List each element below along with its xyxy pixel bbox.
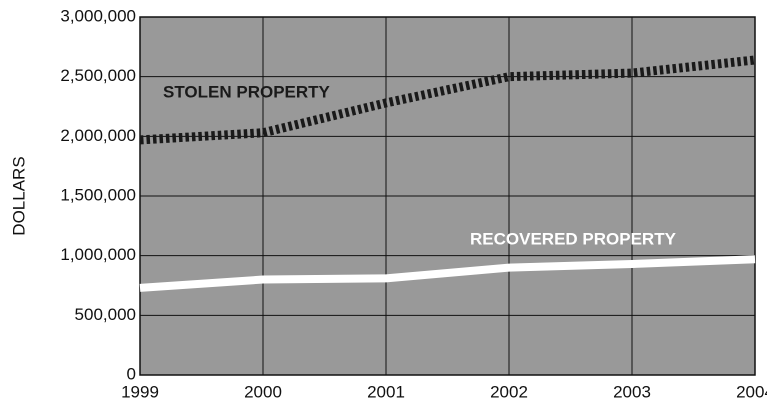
y-tick-label: 0: [127, 364, 136, 383]
x-tick-label: 2002: [490, 382, 528, 401]
series-line: [139, 255, 756, 292]
plot-border: [139, 16, 756, 376]
y-tick-label: 2,000,000: [60, 126, 136, 145]
y-tick-label: 1,500,000: [60, 185, 136, 204]
x-tick-label: 2004: [736, 382, 767, 401]
x-tick-label: 2003: [613, 382, 651, 401]
x-tick-label: 1999: [121, 382, 159, 401]
series-line: [139, 55, 756, 145]
series-label: STOLEN PROPERTY: [163, 82, 331, 101]
y-tick-label: 2,500,000: [60, 66, 136, 85]
y-tick-label: 3,000,000: [60, 6, 136, 25]
y-tick-label: 1,000,000: [60, 245, 136, 264]
y-axis-label: DOLLARS: [9, 156, 28, 235]
x-tick-label: 2000: [244, 382, 282, 401]
x-tick-label: 2001: [367, 382, 405, 401]
series-label: RECOVERED PROPERTY: [470, 229, 677, 248]
y-tick-label: 500,000: [75, 305, 136, 324]
